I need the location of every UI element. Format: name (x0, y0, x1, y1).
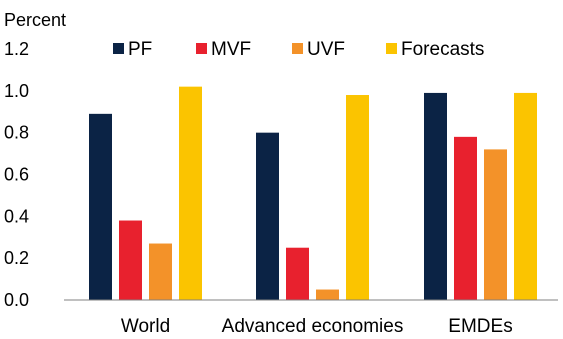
x-axis-labels: World Advanced economies EMDEs (121, 316, 513, 337)
x-category-label: EMDEs (448, 316, 512, 337)
legend-swatch-uvf (292, 43, 303, 54)
bar-forecasts-world (179, 86, 202, 301)
x-category-label: World (121, 316, 170, 337)
y-axis-ticks: 0.0 0.2 0.4 0.6 0.8 1.0 1.2 (4, 39, 29, 310)
bar-mvf-advanced-economies (286, 247, 309, 300)
bar-forecasts-advanced-economies (346, 95, 369, 301)
bar-mvf-world (119, 220, 142, 300)
y-tick-label: 1.0 (4, 81, 29, 101)
y-axis-unit-label: Percent (4, 10, 66, 30)
bar-forecasts-emdes (514, 92, 537, 300)
y-tick-label: 0.8 (4, 123, 29, 143)
bar-uvf-advanced-economies (316, 289, 339, 300)
bar-pf-world (89, 113, 112, 300)
legend: PF MVF UVF Forecasts (113, 39, 484, 60)
bar-uvf-world (149, 243, 172, 300)
bar-mvf-emdes (454, 136, 477, 300)
legend-label-mvf: MVF (211, 39, 251, 60)
legend-label-uvf: UVF (307, 39, 345, 60)
legend-label-pf: PF (128, 39, 152, 60)
legend-swatch-mvf (196, 43, 207, 54)
legend-swatch-forecasts (386, 43, 397, 54)
y-tick-label: 0.4 (4, 206, 29, 226)
y-tick-label: 0.2 (4, 248, 29, 268)
legend-label-forecasts: Forecasts (401, 39, 484, 60)
bar-pf-advanced-economies (256, 132, 279, 300)
x-category-label: Advanced economies (222, 316, 404, 337)
legend-swatch-pf (113, 43, 124, 54)
y-tick-label: 1.2 (4, 39, 29, 59)
bar-pf-emdes (424, 92, 447, 300)
bars (89, 86, 537, 301)
y-tick-label: 0.6 (4, 165, 29, 185)
y-tick-label: 0.0 (4, 290, 29, 310)
bar-uvf-emdes (484, 149, 507, 300)
